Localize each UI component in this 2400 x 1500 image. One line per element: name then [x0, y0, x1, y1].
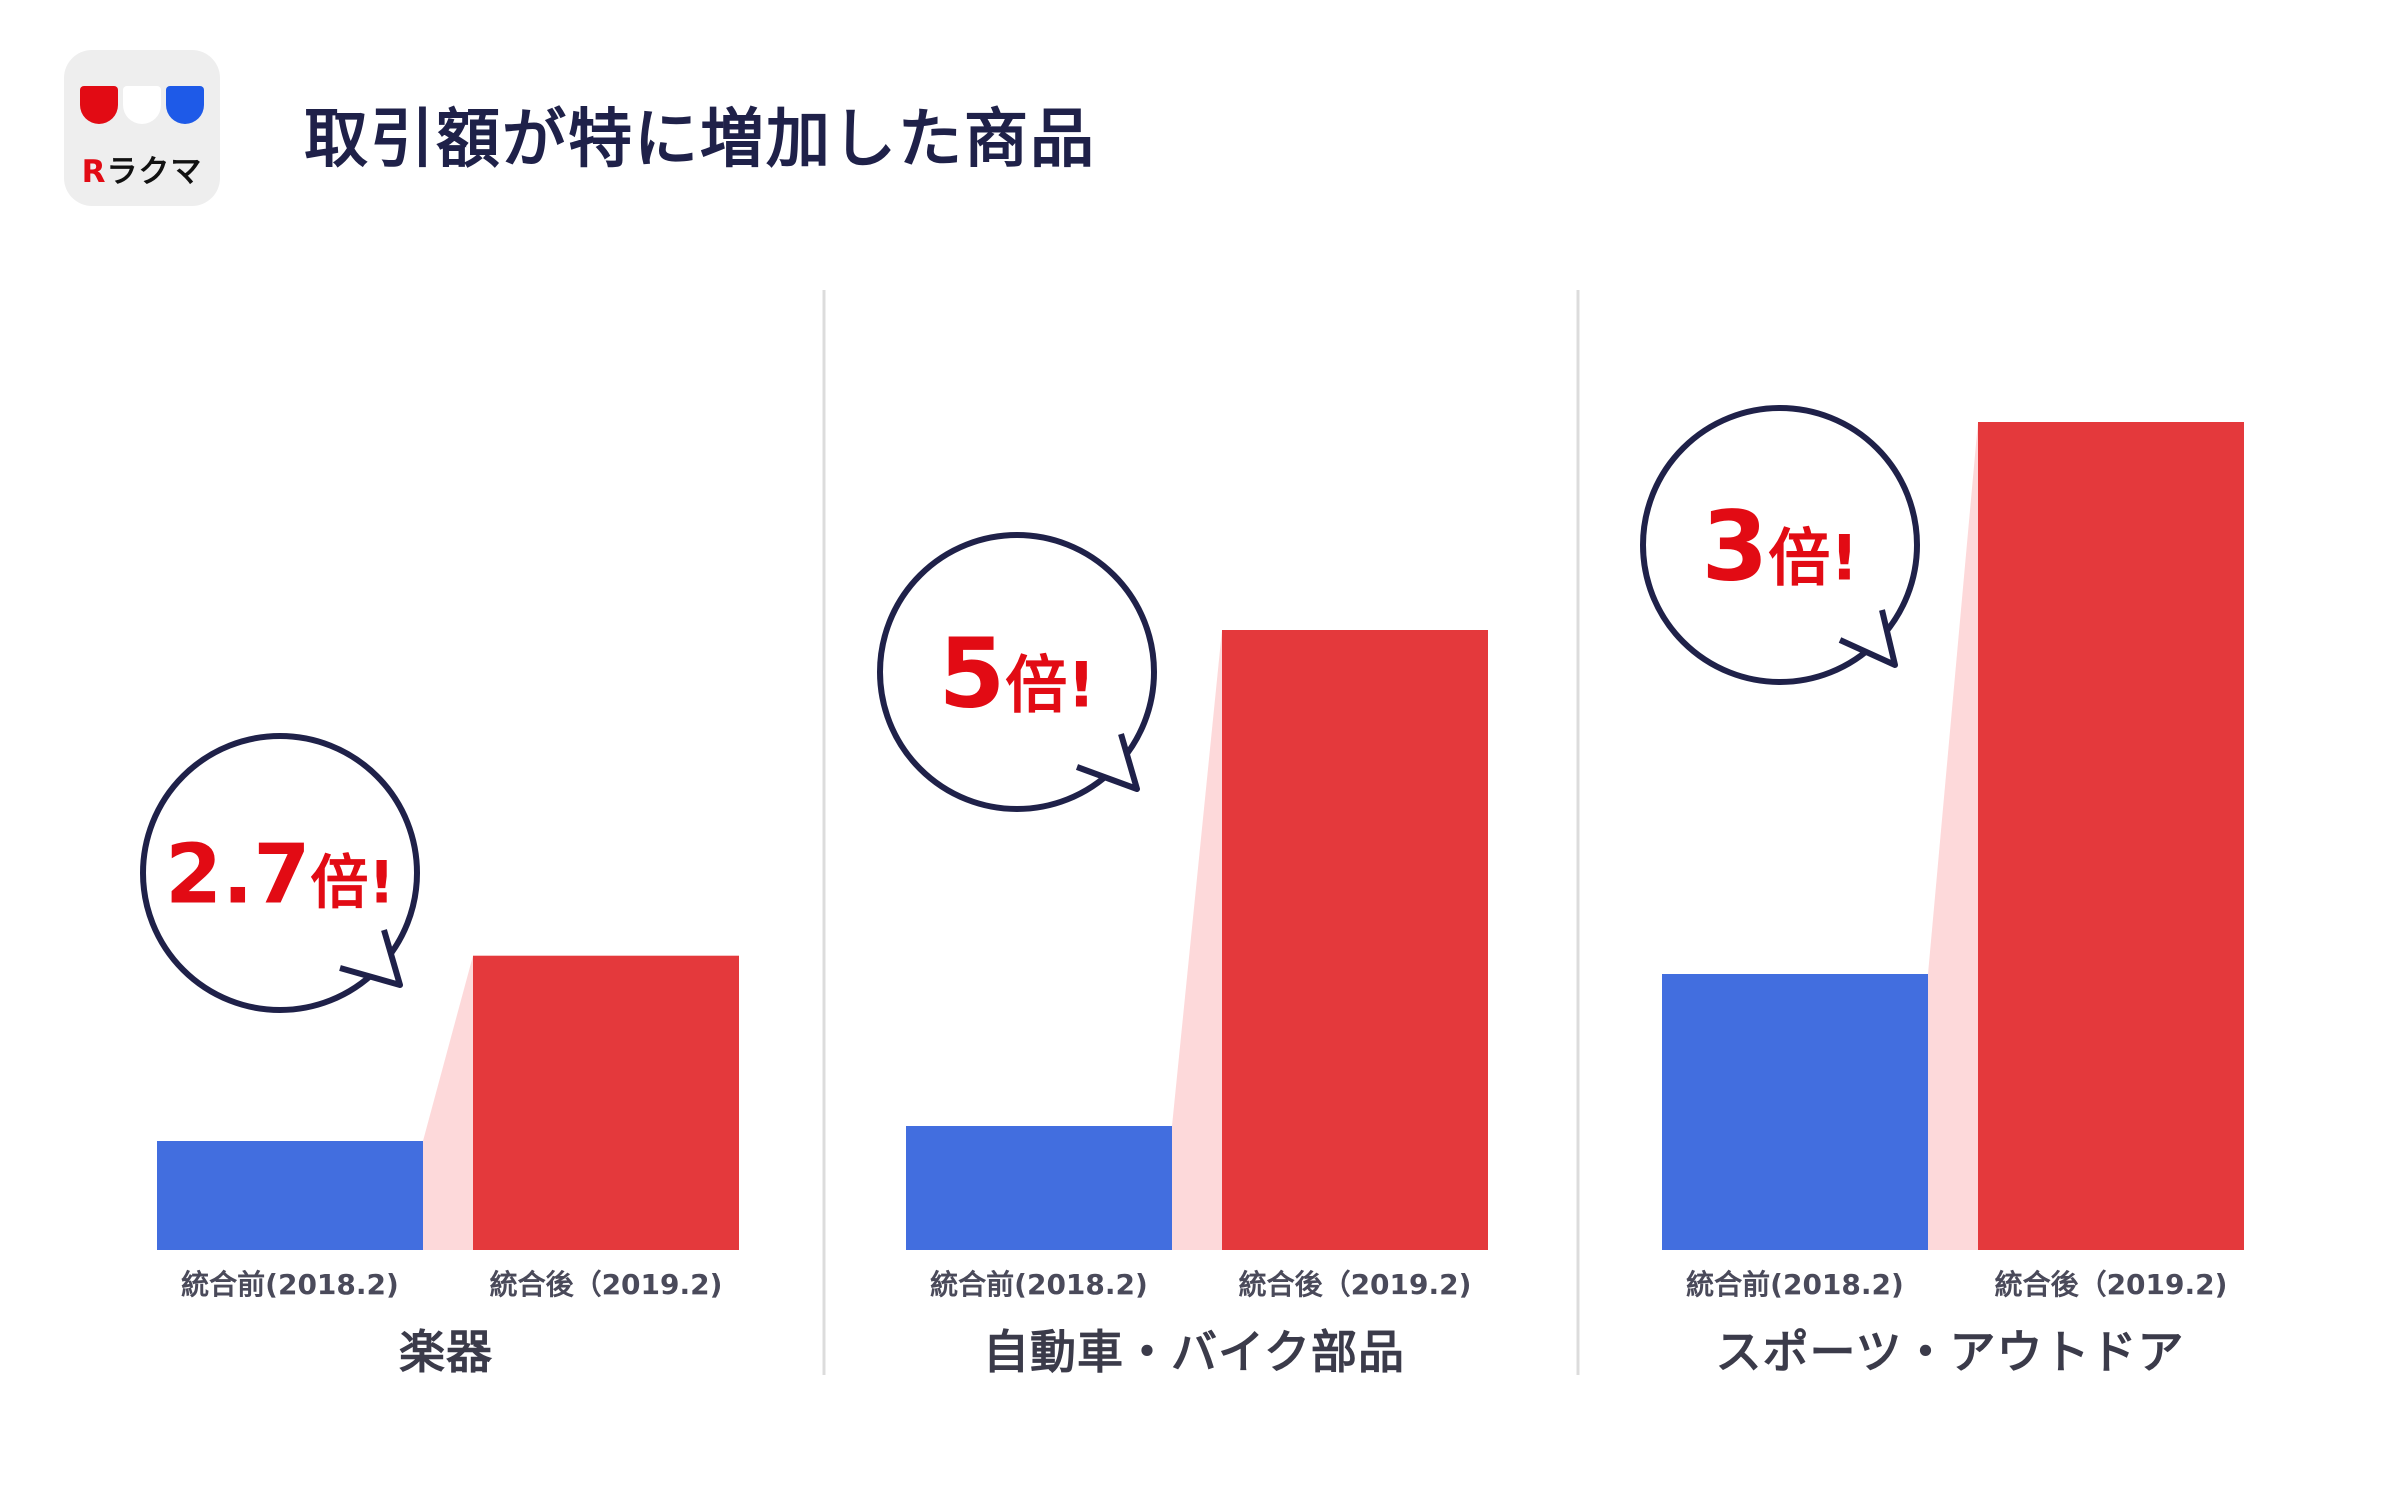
ratio-unit: 倍! — [1768, 522, 1858, 595]
speech-bubble — [140, 733, 420, 1013]
blue-cup-icon — [166, 86, 204, 124]
logo-text: Rラクマ — [64, 146, 220, 191]
connector-wedge — [1928, 422, 1978, 1250]
category-label: 自動車・バイク部品 — [983, 1325, 1405, 1379]
tick-label-after: 統合後（2019.2) — [1995, 1268, 2228, 1301]
ratio-label: 3倍! — [1701, 491, 1858, 603]
speech-bubble — [877, 532, 1157, 812]
ratio-label: 2.7倍! — [165, 828, 395, 923]
speech-bubble-tail — [1838, 609, 1898, 668]
logo-r-mark: R — [81, 154, 107, 190]
bar-after — [1222, 630, 1488, 1250]
ratio-label: 5倍! — [938, 618, 1095, 730]
tick-label-before: 統合前(2018.2) — [181, 1268, 399, 1301]
bar-before — [157, 1141, 423, 1250]
ratio-number: 5 — [938, 618, 1005, 730]
bar-after — [1978, 422, 2244, 1250]
connector-wedge — [1172, 630, 1222, 1250]
logo-wordmark: ラクマ — [106, 154, 203, 190]
bar-before — [906, 1126, 1172, 1250]
bar-before — [1662, 974, 1928, 1250]
tick-label-after: 統合後（2019.2) — [1239, 1268, 1472, 1301]
tick-label-before: 統合前(2018.2) — [930, 1268, 1148, 1301]
ratio-number: 2.7 — [165, 828, 310, 923]
white-cup-icon — [123, 86, 161, 124]
category-label: スポーツ・アウトドア — [1715, 1325, 2184, 1379]
red-cup-icon — [80, 86, 118, 124]
bar-after — [473, 955, 739, 1250]
tick-label-before: 統合前(2018.2) — [1686, 1268, 1904, 1301]
speech-bubble-tail — [339, 929, 403, 988]
speech-bubble-tail — [1075, 733, 1140, 792]
connector-wedge — [423, 955, 473, 1250]
category-label: 楽器 — [399, 1325, 493, 1379]
page-title: 取引額が特に増加した商品 — [304, 103, 1096, 177]
ratio-number: 3 — [1701, 491, 1768, 603]
speech-bubble — [1640, 405, 1920, 685]
ratio-unit: 倍! — [1005, 649, 1095, 722]
app-logo: Rラクマ — [64, 50, 220, 206]
tick-label-after: 統合後（2019.2) — [490, 1268, 723, 1301]
ratio-unit: 倍! — [310, 849, 394, 917]
